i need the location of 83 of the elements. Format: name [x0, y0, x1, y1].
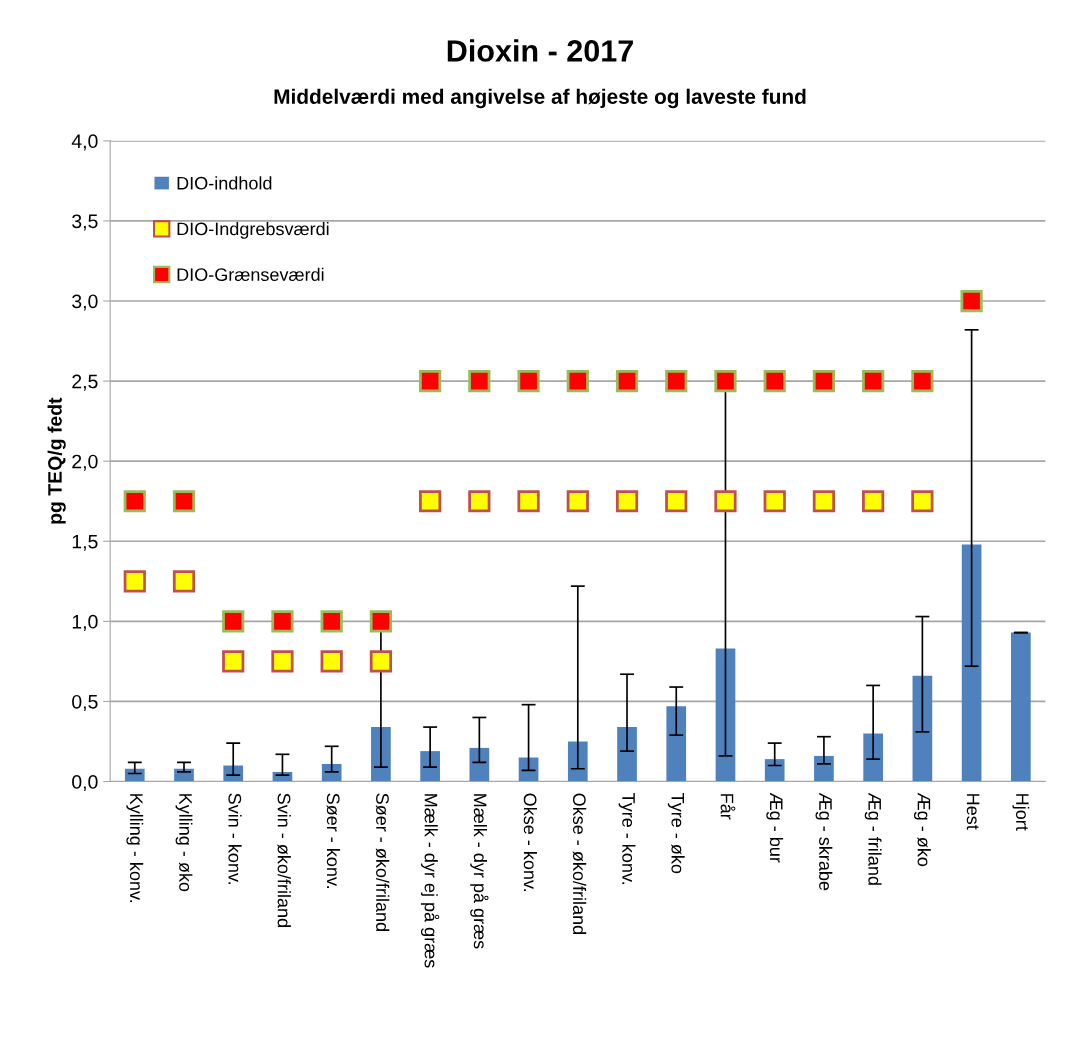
point [714, 369, 737, 393]
y-tick-label: 1,0 [72, 614, 98, 631]
x-tick-label: Svin - øko/friland [277, 793, 291, 927]
point [517, 369, 540, 393]
point [419, 369, 442, 393]
bar [124, 768, 145, 782]
bar [961, 544, 982, 782]
y-tick-label: 3,0 [72, 294, 98, 311]
y-axis-title: pg TEQ/g fedt [47, 397, 66, 524]
bar [617, 727, 637, 782]
x-tick-label: Æg - skrabe [815, 792, 833, 891]
point [812, 369, 836, 393]
x-tick-label: Hest [966, 794, 980, 830]
point [960, 289, 983, 313]
point [369, 650, 393, 673]
point [862, 369, 885, 393]
point [763, 369, 786, 393]
x-tick-label: Får [720, 794, 736, 820]
point [566, 490, 589, 513]
x-tick-label: Søer - konv. [326, 793, 341, 888]
point [172, 490, 196, 513]
bar [420, 751, 440, 782]
bar [764, 759, 785, 782]
point [419, 490, 442, 513]
point [123, 570, 146, 593]
y-tick-label: 4,0 [71, 134, 98, 151]
point [123, 490, 146, 513]
point [615, 369, 639, 393]
x-tick-label: Æg - øko [913, 792, 931, 867]
y-tick-label: 2,0 [72, 454, 98, 471]
point [714, 490, 737, 513]
point [665, 369, 688, 393]
x-tick-label: Æg - bur [766, 792, 784, 863]
bar [863, 733, 883, 782]
x-tick-label: Svin - konv. [228, 793, 242, 884]
point [665, 490, 688, 513]
x-tick-label: Okse - konv. [523, 793, 537, 892]
x-tick-label: Tyre - øko [667, 793, 685, 874]
bar [814, 755, 834, 782]
x-tick-label: Mælk - dyr ej på græs [420, 794, 440, 968]
point [468, 369, 491, 393]
y-tick-label: 0,0 [72, 775, 98, 792]
y-tick-label: 3,5 [72, 214, 98, 231]
point [222, 610, 245, 633]
chart-title: Dioxin - 2017 [447, 39, 633, 62]
y-tick-label: 0,5 [72, 694, 98, 711]
point [615, 490, 639, 513]
x-tick-label: Søer - øko/friland [375, 793, 390, 931]
x-tick-label: Hjort [1012, 794, 1030, 831]
bar [469, 747, 490, 782]
bar [912, 675, 933, 782]
x-tick-label: Kylling - konv. [126, 794, 144, 903]
point [271, 650, 294, 673]
legend-label: DIO-Indgrebsværdi [177, 222, 329, 239]
legend-label: DIO-indhold [177, 176, 272, 190]
point [812, 490, 836, 513]
x-tick-label: Tyre - konv. [618, 793, 636, 884]
point [862, 490, 885, 513]
y-tick-label: 2,5 [72, 374, 98, 391]
x-tick-label: Okse - øko/friland [572, 793, 587, 934]
point [517, 490, 540, 513]
point [222, 650, 245, 673]
bar [567, 741, 588, 782]
point [172, 570, 196, 593]
point [468, 490, 491, 513]
y-tick-label: 1,5 [72, 534, 98, 551]
point [271, 610, 294, 633]
x-tick-label: Kylling - øko [175, 794, 193, 892]
point [763, 490, 786, 513]
bar [715, 648, 736, 782]
legend-label: DIO-Grænseværdi [177, 267, 324, 282]
point [566, 369, 589, 393]
point [911, 490, 934, 513]
chart-subtitle: Middelværdi med angivelse af højeste og laveste fund [274, 88, 806, 109]
x-tick-label: Mælk - dyr på græs [470, 794, 489, 949]
point [320, 650, 343, 673]
bar [1010, 632, 1031, 782]
x-tick-label: Æg - friland [864, 792, 882, 885]
point [911, 369, 934, 393]
bar [371, 727, 391, 782]
point [320, 610, 343, 633]
point [369, 610, 393, 633]
bar [666, 706, 687, 782]
